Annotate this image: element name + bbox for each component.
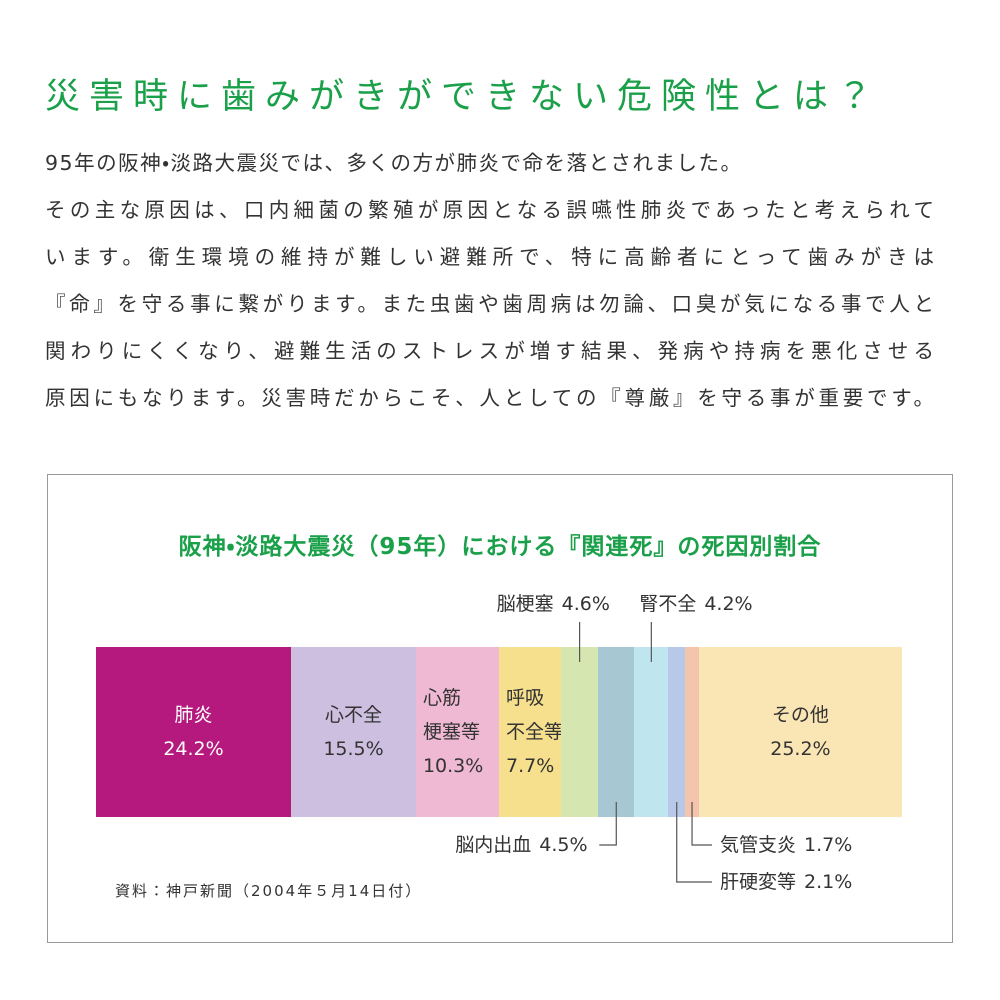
segment-label: 脳内出血 4.5% xyxy=(455,833,587,857)
paragraph: 95年の阪神・淡路大震災では、多くの方が肺炎で命を落とされました。その主な原因は… xyxy=(45,140,935,422)
bar-segment xyxy=(96,647,292,817)
bar-segment xyxy=(598,647,635,817)
value-label: 4.2% xyxy=(704,593,753,615)
value-label: 4.6% xyxy=(561,593,610,615)
category-label: 肺炎 xyxy=(174,704,213,726)
leader-line xyxy=(599,802,617,846)
value-label: 15.5% xyxy=(323,738,384,760)
value-label: 25.2% xyxy=(770,738,831,760)
bar-segment xyxy=(698,647,902,817)
category-label: 肝硬変等 xyxy=(720,871,797,893)
category-label: 腎不全 xyxy=(639,593,697,615)
heading: 災害時に歯みがきができない危険性とは？ xyxy=(45,77,882,117)
paragraph-line: います。衛生環境の維持が難しい避難所で、特に高齢者にとって歯みがきは xyxy=(45,245,935,269)
segment-label: その他 25.2% xyxy=(699,647,902,817)
paragraph-line: 『命』を守る事に繋がります。また虫歯や歯周病は勿論、口臭が気になる事で人と xyxy=(45,292,935,316)
bar-segment xyxy=(685,647,699,817)
bar-segment xyxy=(291,647,416,817)
paragraph-line: その主な原因は、口内細菌の繁殖が原因となる誤嚥性肺炎であったと考えられて xyxy=(45,198,935,222)
segment-label: 腎不全 4.2% xyxy=(639,592,752,616)
paragraph-line: 95年の阪神・淡路大震災では、多くの方が肺炎で命を落とされました。 xyxy=(45,151,743,175)
bar-segment xyxy=(499,647,562,817)
value-label: 10.3% xyxy=(422,755,484,777)
stacked-bar: 肺炎 24.2% 心不全 15.5% 心筋 梗塞等 10.3% 呼吸 不全等 7.7% その他 2… xyxy=(96,647,902,817)
bar-segment xyxy=(415,647,499,817)
bar-segment xyxy=(561,647,599,817)
value-label: 2.1% xyxy=(804,871,853,893)
paragraph-line: 原因にもなります。災害時だからこそ、人としての『尊厳』を守る事が重要です。 xyxy=(45,386,935,410)
segment-label: 脳梗塞 4.6% xyxy=(497,592,610,616)
category-label: 呼吸 不全等 xyxy=(506,687,564,743)
category-label: 気管支炎 xyxy=(720,834,797,856)
category-label: 心不全 xyxy=(325,704,383,726)
source: 資料：神戸新聞（2004年５月14日付） xyxy=(115,882,423,900)
chart-box xyxy=(47,474,953,943)
value-label: 4.5% xyxy=(539,834,588,856)
bar-segment xyxy=(668,647,686,817)
segment-label: 気管支炎 1.7% xyxy=(720,833,852,857)
value-label: 24.2% xyxy=(163,738,224,760)
segment-label: 肺炎 24.2% xyxy=(96,647,291,817)
segment-label: 心不全 15.5% xyxy=(291,647,416,817)
category-label: その他 xyxy=(771,704,829,726)
leader-line xyxy=(691,802,712,846)
segment-label: 心筋 梗塞等 10.3% xyxy=(416,647,483,817)
category-label: 脳梗塞 xyxy=(496,593,554,615)
value-label: 1.7% xyxy=(804,834,853,856)
segment-label: 呼吸 不全等 7.7% xyxy=(499,647,563,817)
chart-title: 阪神・淡路大震災（95年）における『関連死』の死因別割合 xyxy=(178,534,822,560)
category-label: 心筋 梗塞等 xyxy=(422,687,480,743)
value-label: 7.7% xyxy=(506,755,555,777)
category-label: 脳内出血 xyxy=(455,834,532,856)
leader-line xyxy=(676,802,712,883)
paragraph-line: 関わりにくくなり、避難生活のストレスが増す結果、発病や持病を悪化させる xyxy=(45,339,935,363)
bar-segment xyxy=(634,647,669,817)
segment-label: 肝硬変等 2.1% xyxy=(720,870,852,894)
